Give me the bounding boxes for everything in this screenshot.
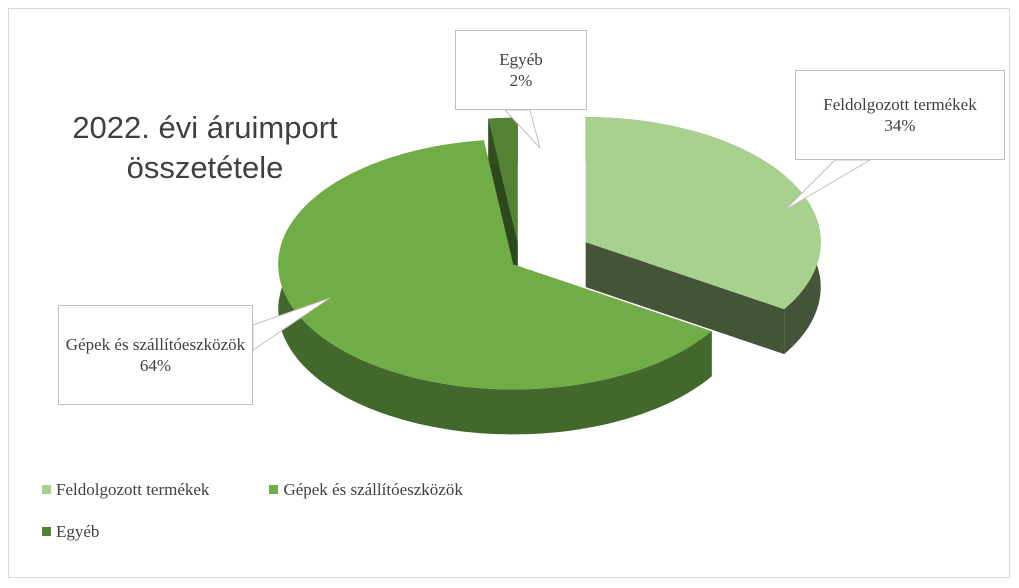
legend-swatch — [42, 527, 51, 536]
chart-frame — [8, 8, 1010, 578]
data-label-value: 64% — [139, 356, 172, 375]
data-label-value: 2% — [509, 71, 533, 90]
legend-label: Feldolgozott termékek — [56, 480, 210, 499]
data-label: Gépek és szállítóeszközök 64% — [58, 305, 253, 405]
legend-item: Egyéb — [42, 522, 99, 542]
legend-swatch — [269, 485, 279, 494]
callout-pointer — [503, 109, 541, 149]
data-label-category: Gépek és szállítóeszközök — [65, 335, 246, 354]
data-label: Feldolgozott termékek 34% — [795, 70, 1005, 160]
legend-item: Gépek és szállítóeszközök — [269, 480, 463, 500]
chart-title: 2022. évi áruimport összetétele — [72, 110, 338, 185]
legend-item: Feldolgozott termékek — [42, 480, 209, 500]
callout-pointer — [784, 159, 872, 211]
callout-pointer — [252, 297, 331, 351]
slice — [488, 117, 518, 243]
legend: Feldolgozott termékek Gépek és szállítóes… — [42, 480, 602, 564]
legend-swatch — [42, 485, 51, 494]
legend-label: Egyéb — [56, 522, 100, 541]
data-label-value: 34% — [884, 116, 916, 135]
data-label-category: Egyéb — [499, 50, 543, 69]
slice — [278, 140, 712, 390]
data-label: Egyéb 2% — [455, 30, 587, 110]
slice-cut-side — [585, 242, 785, 355]
slice — [585, 117, 821, 310]
data-label-category: Feldolgozott termékek — [823, 95, 977, 114]
legend-label: Gépek és szállítóeszközök — [283, 480, 463, 499]
